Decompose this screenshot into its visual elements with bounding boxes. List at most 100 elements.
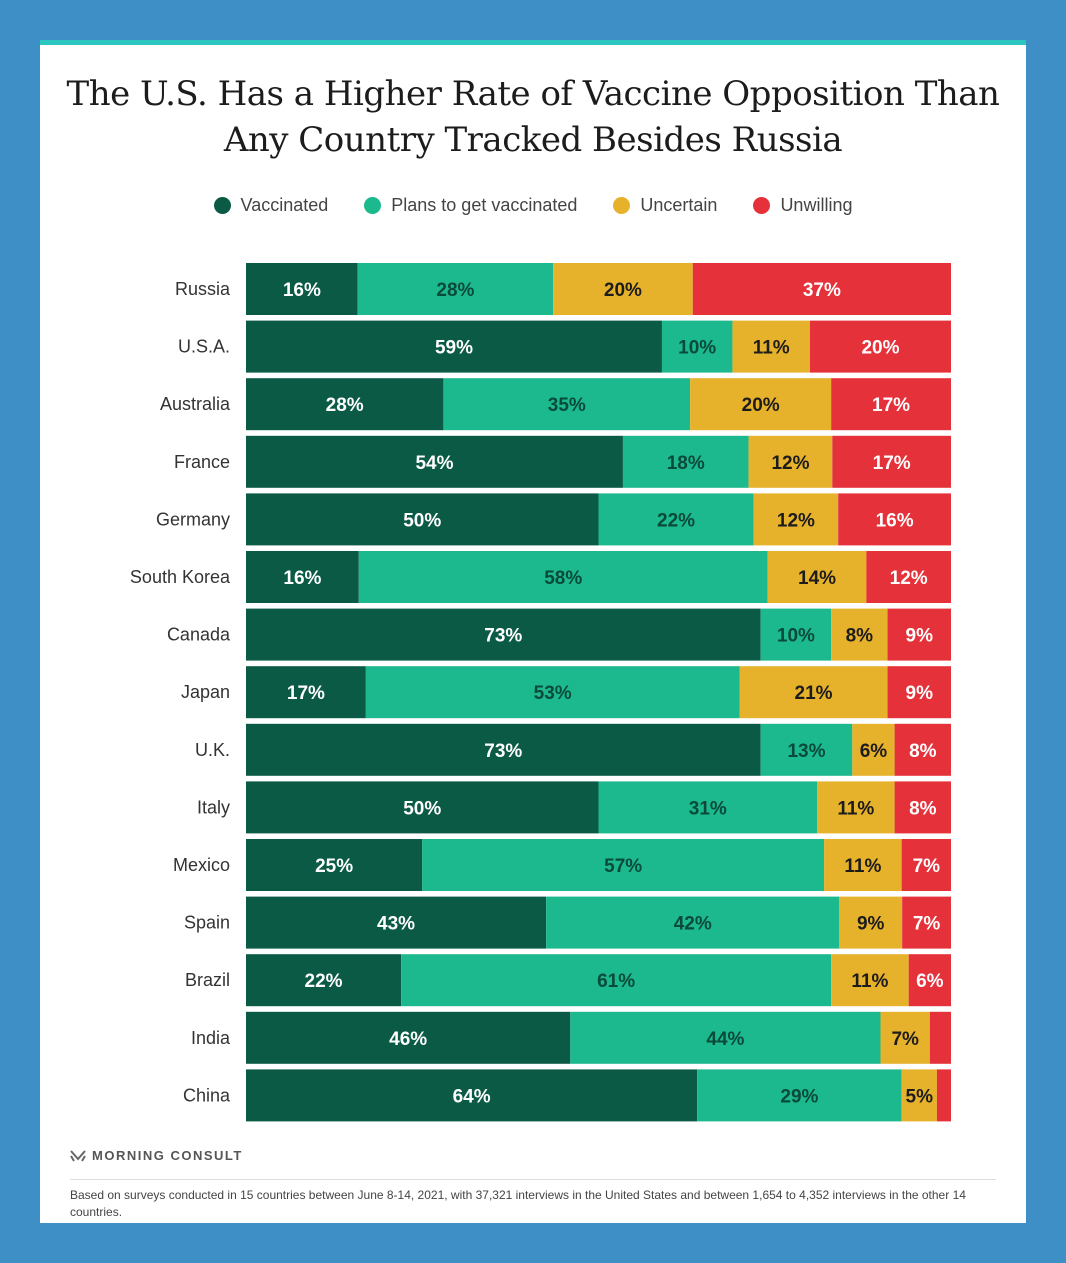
legend-label-uncertain: Uncertain (640, 195, 718, 215)
category-label-italy: Italy (197, 797, 230, 817)
bar-segment-canada-unwilling (887, 608, 951, 661)
data-label-mexico-unwilling: 7% (913, 856, 941, 877)
chart-title-line-2: Any Country Tracked Besides Russia (223, 120, 843, 160)
data-label-australia-unwilling: 17% (872, 395, 910, 416)
bar-segment-india-plans-to-get-vaccinated (570, 1011, 881, 1064)
bar-segment-italy-vaccinated (246, 781, 599, 834)
legend-item-uncertain: Uncertain (613, 195, 717, 216)
data-label-france-vaccinated: 54% (415, 453, 453, 474)
bar-segment-u-k-vaccinated (246, 723, 761, 776)
data-label-france-uncertain: 12% (771, 453, 809, 474)
bar-segment-u-s-a-plans-to-get-vaccinated (661, 320, 733, 373)
bar-row-canada: Canada 73% 10% 8% 9% (167, 608, 951, 661)
data-label-u-s-a-unwilling: 20% (861, 338, 899, 359)
category-label-u-s-a: U.S.A. (178, 337, 230, 357)
bar-segment-italy-unwilling (894, 781, 951, 834)
bar-segment-u-k-uncertain (852, 723, 895, 776)
category-label-u-k: U.K. (195, 740, 230, 760)
data-label-south-korea-vaccinated: 16% (283, 568, 321, 589)
data-label-canada-uncertain: 8% (846, 626, 874, 647)
bar-segment-germany-uncertain (753, 493, 839, 546)
bar-segment-germany-unwilling (838, 493, 951, 546)
data-label-japan-vaccinated: 17% (287, 683, 325, 704)
chart-card: The U.S. Has a Higher Rate of Vaccine Op… (40, 40, 1026, 1223)
category-label-china: China (183, 1085, 231, 1105)
data-label-japan-uncertain: 21% (795, 683, 833, 704)
category-label-russia: Russia (175, 279, 231, 299)
bar-segment-mexico-unwilling (901, 839, 951, 891)
chart-title-line-1: The U.S. Has a Higher Rate of Vaccine Op… (66, 74, 1000, 114)
bar-segment-italy-plans-to-get-vaccinated (598, 781, 818, 834)
legend-swatch-vaccinated (213, 197, 231, 214)
bar-segment-spain-unwilling (902, 896, 951, 949)
bar-segment-russia-uncertain (553, 263, 693, 315)
bar-row-japan: Japan 17% 53% 21% 9% (181, 666, 951, 719)
data-label-france-unwilling: 17% (873, 453, 911, 474)
category-label-germany: Germany (156, 509, 230, 529)
legend-swatch-uncertain (613, 197, 631, 214)
bar-segment-brazil-vaccinated (246, 954, 402, 1007)
bar-segment-germany-vaccinated (246, 493, 599, 546)
data-label-china-vaccinated: 64% (453, 1086, 491, 1107)
bar-row-italy: Italy 50% 31% 11% 8% (197, 781, 951, 834)
bar-row-france: France 54% 18% 12% 17% (174, 435, 951, 488)
data-label-south-korea-plans-to-get-vaccinated: 58% (544, 568, 582, 589)
data-label-spain-uncertain: 9% (857, 914, 885, 935)
bar-segment-france-unwilling (832, 435, 951, 488)
data-label-france-plans-to-get-vaccinated: 18% (667, 453, 705, 474)
bar-segment-south-korea-unwilling (866, 551, 951, 603)
data-label-germany-plans-to-get-vaccinated: 22% (657, 510, 695, 531)
bar-segment-south-korea-uncertain (767, 551, 867, 603)
bar-segment-canada-vaccinated (246, 608, 761, 661)
bar-segment-russia-unwilling (692, 263, 951, 315)
data-label-mexico-plans-to-get-vaccinated: 57% (604, 856, 642, 877)
bar-segment-china-vaccinated (246, 1069, 698, 1122)
bar-segment-japan-unwilling (887, 666, 951, 719)
data-label-italy-vaccinated: 50% (403, 798, 441, 819)
bar-segment-australia-plans-to-get-vaccinated (443, 378, 691, 431)
bar-segment-mexico-plans-to-get-vaccinated (422, 839, 825, 891)
bar-segment-u-k-unwilling (894, 723, 951, 776)
bar-row-u-s-a: U.S.A. 59% 10% 11% 20% (178, 320, 951, 373)
bar-segment-india-uncertain (880, 1011, 930, 1064)
bar-segment-canada-uncertain (831, 608, 888, 661)
data-label-germany-uncertain: 12% (777, 510, 815, 531)
data-label-south-korea-unwilling: 12% (890, 568, 928, 589)
category-label-australia: Australia (160, 394, 231, 414)
bar-segment-spain-uncertain (839, 896, 903, 949)
bar-segment-south-korea-plans-to-get-vaccinated (358, 551, 768, 603)
bar-segment-australia-unwilling (831, 378, 951, 431)
category-label-spain: Spain (184, 913, 230, 933)
data-label-italy-plans-to-get-vaccinated: 31% (689, 798, 727, 819)
category-label-brazil: Brazil (185, 970, 230, 990)
data-label-australia-vaccinated: 28% (326, 395, 364, 416)
brand-logo: MORNING CONSULT (70, 1148, 243, 1163)
category-label-mexico: Mexico (173, 855, 230, 875)
footer-divider (70, 1179, 996, 1180)
bar-segment-france-plans-to-get-vaccinated (622, 435, 749, 488)
bar-segment-mexico-uncertain (824, 839, 902, 891)
legend-item-unwilling: Unwilling (753, 195, 852, 216)
data-label-u-k-uncertain: 6% (860, 741, 888, 762)
bar-segment-south-korea-vaccinated (246, 551, 359, 603)
chart-legend: Vaccinated Plans to get vaccinated Uncer… (40, 195, 1026, 216)
morning-consult-logo-icon (70, 1149, 86, 1162)
bar-segment-india-unwilling (929, 1011, 951, 1064)
data-label-italy-unwilling: 8% (909, 798, 937, 819)
bar-row-india: India 46% 44% 7% (191, 1011, 951, 1064)
bar-segment-brazil-uncertain (831, 954, 909, 1007)
category-label-india: India (191, 1028, 231, 1048)
data-label-spain-vaccinated: 43% (377, 914, 415, 935)
data-label-south-korea-uncertain: 14% (798, 568, 836, 589)
data-label-india-plans-to-get-vaccinated: 44% (706, 1029, 744, 1050)
data-label-germany-unwilling: 16% (876, 510, 914, 531)
bar-segment-brazil-unwilling (908, 954, 951, 1007)
brand-name: MORNING CONSULT (92, 1148, 243, 1163)
data-label-canada-plans-to-get-vaccinated: 10% (777, 626, 815, 647)
data-label-u-s-a-plans-to-get-vaccinated: 10% (678, 338, 716, 359)
data-label-china-plans-to-get-vaccinated: 29% (780, 1086, 818, 1107)
data-label-canada-unwilling: 9% (906, 626, 934, 647)
bar-segment-germany-plans-to-get-vaccinated (598, 493, 754, 546)
data-label-u-k-vaccinated: 73% (484, 741, 522, 762)
bar-segment-spain-vaccinated (246, 896, 547, 949)
